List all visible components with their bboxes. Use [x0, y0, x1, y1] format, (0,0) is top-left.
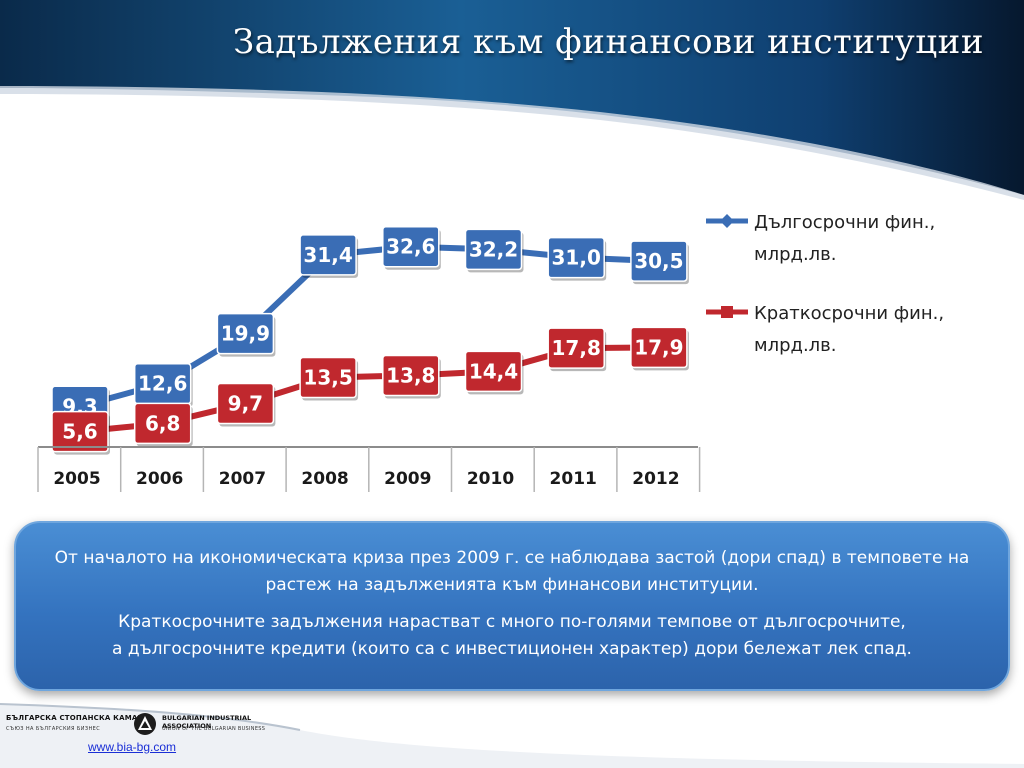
- logo-text-bulgarian: БЪЛГАРСКА СТОПАНСКА КАМАРА: [6, 714, 149, 722]
- x-tick-label: 2005: [53, 469, 100, 489]
- legend-entry-1: Дългосрочни фин., млрд.лв.: [706, 212, 935, 265]
- data-label-box: [216, 382, 275, 425]
- footer-swoosh: [0, 703, 1024, 768]
- logo-emblem-icon: [134, 713, 156, 735]
- data-label-text: 32,2: [469, 237, 518, 261]
- x-tick-label: 2007: [219, 469, 266, 489]
- legend-square-icon: [721, 306, 733, 318]
- data-label-text: 9,7: [228, 392, 263, 416]
- data-label-box: [630, 240, 688, 282]
- x-tick-label: 2008: [301, 469, 348, 489]
- logo-subtext-bulgarian: СЪЮЗ НА БЪЛГАРСКИЯ БИЗНЕС: [6, 726, 101, 732]
- data-label-box: [133, 402, 192, 445]
- data-label-box: [216, 312, 275, 355]
- data-label-box: [547, 236, 605, 279]
- info-box: От началото на икономическата криза през…: [14, 521, 1010, 691]
- data-point-label: 19,9: [216, 312, 276, 357]
- logo-subtext-english: UNION OF THE BULGARIAN BUSINESS: [162, 726, 266, 732]
- x-tick-label: 2011: [550, 469, 597, 489]
- data-label-text: 13,5: [303, 366, 352, 390]
- data-label-text: 12,6: [138, 372, 187, 396]
- data-label-box: [51, 410, 109, 453]
- info-paragraph-2-line-2: а дългосрочните кредити (които са с инве…: [112, 639, 912, 659]
- data-label-box: [464, 228, 523, 271]
- data-label-text: 31,0: [552, 246, 601, 270]
- data-label-box: [299, 356, 357, 399]
- data-point-label: 14,4: [464, 350, 524, 395]
- data-label-text: 5,6: [62, 420, 97, 444]
- legend-label: млрд.лв.: [754, 335, 837, 356]
- legend-label: Дългосрочни фин.,: [754, 212, 935, 233]
- website-link[interactable]: www.bia-bg.com: [88, 740, 177, 754]
- x-tick-label: 2006: [136, 469, 183, 489]
- data-label-box: [382, 354, 440, 397]
- logo-text-english: BULGARIAN INDUSTRIAL ASSOCIATION: [162, 714, 252, 730]
- data-label-text: 30,5: [634, 249, 683, 273]
- data-label-box: [299, 234, 357, 276]
- legend-diamond-icon: [720, 214, 734, 228]
- data-label-text: 32,6: [386, 235, 435, 259]
- info-paragraph-1: От началото на икономическата криза през…: [54, 548, 970, 595]
- slide-title: Задължения към финансови институции: [232, 22, 984, 62]
- data-point-label: 5,6: [51, 410, 110, 455]
- data-point-label: 17,9: [630, 326, 689, 371]
- legend-label: Краткосрочни фин.,: [754, 303, 944, 324]
- header-banner: [0, 0, 1024, 200]
- data-label-text: 14,4: [469, 359, 518, 383]
- data-label-text: 6,8: [145, 411, 180, 435]
- data-label-text: 13,8: [386, 363, 435, 387]
- x-tick-label: 2010: [467, 469, 514, 489]
- data-label-text: 17,9: [634, 335, 683, 359]
- data-point-label: 9,7: [216, 382, 276, 427]
- legend-label: млрд.лв.: [754, 244, 837, 265]
- data-point-label: 13,5: [299, 356, 359, 401]
- info-paragraph-2-line-1: Краткосрочните задължения нарастват с мн…: [118, 612, 906, 632]
- info-paragraph-2: Краткосрочните задължения нарастват с мн…: [40, 609, 984, 663]
- data-label-text: 31,4: [303, 243, 352, 267]
- data-point-label: 6,8: [133, 402, 193, 447]
- data-label-box: [464, 350, 523, 393]
- data-label-box: [382, 225, 440, 268]
- data-point-label: 17,8: [547, 327, 607, 372]
- legend-entry-2: Краткосрочни фин., млрд.лв.: [706, 303, 944, 356]
- data-label-box: [630, 326, 688, 369]
- organization-logo: БЪЛГАРСКА СТОПАНСКА КАМАРА СЪЮЗ НА БЪЛГА…: [6, 712, 286, 738]
- data-label-text: 19,9: [221, 322, 270, 346]
- data-label-text: 17,8: [552, 336, 601, 360]
- data-point-label: 12,6: [133, 362, 193, 407]
- data-point-label: 30,5: [630, 240, 689, 285]
- data-point-label: 31,4: [299, 234, 359, 278]
- data-point-label: 31,0: [547, 236, 607, 281]
- data-point-label: 13,8: [382, 354, 441, 399]
- line-chart: 9,312,619,931,4 32,6 32,2 31,0 30,55,6 6,89,7…: [37, 212, 944, 492]
- data-label-box: [547, 327, 605, 369]
- data-point-label: 32,2: [464, 228, 524, 273]
- x-tick-label: 2012: [632, 469, 679, 489]
- x-tick-label: 2009: [384, 469, 431, 489]
- data-point-label: 32,6: [382, 225, 441, 270]
